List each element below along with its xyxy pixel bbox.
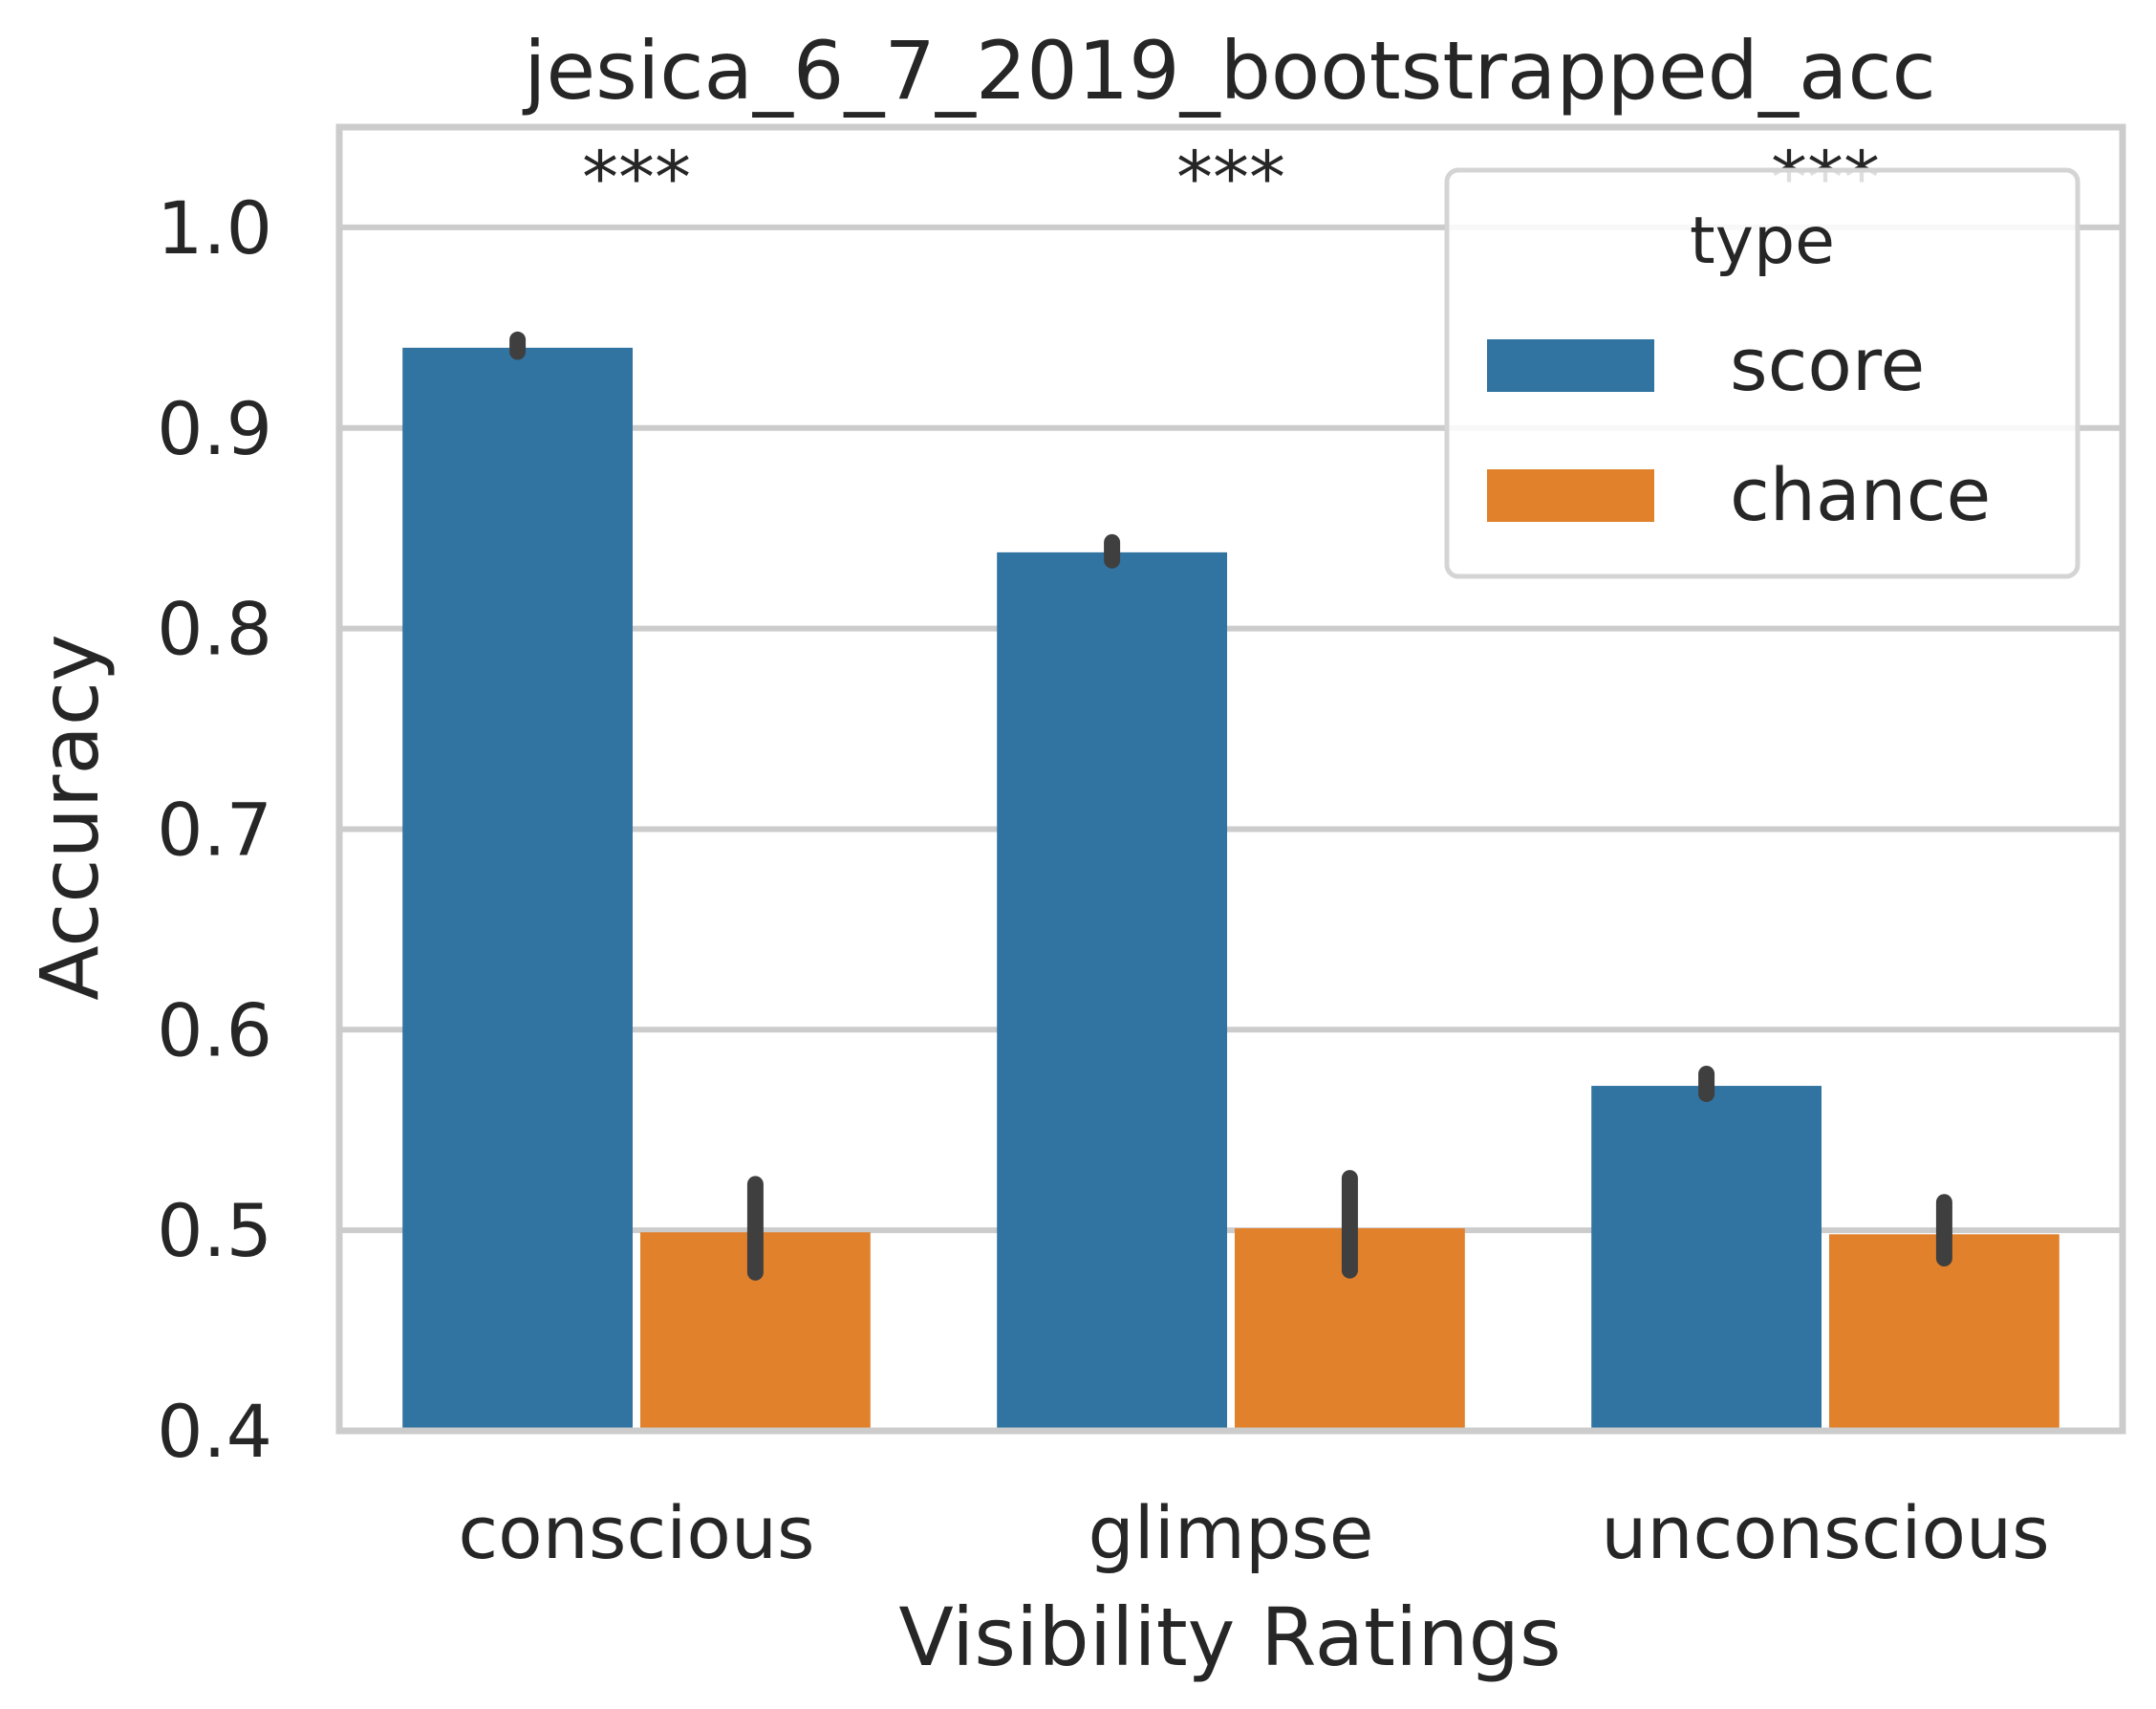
bar-chance-unconscious	[1829, 1234, 2059, 1431]
y-tick-label: 0.6	[157, 987, 272, 1072]
bars	[402, 347, 2059, 1431]
significance-marker: ***	[582, 135, 691, 220]
significance-marker: ***	[1176, 135, 1285, 220]
chart-title: jesica_6_7_2019_bootstrapped_acc	[522, 24, 1936, 118]
x-tick-label-glimpse: glimpse	[1088, 1490, 1373, 1575]
error-bars	[509, 331, 1952, 1281]
y-axis-label: Accuracy	[23, 634, 117, 1001]
grid-lines	[339, 224, 2123, 1434]
legend-label-chance: chance	[1730, 452, 1991, 537]
y-tick-label: 0.9	[157, 386, 272, 471]
legend-label-score: score	[1730, 322, 1925, 407]
y-tick-labels: 0.4 0.5 0.6 0.7 0.8 0.9 1.0	[157, 185, 272, 1474]
legend-title: type	[1690, 204, 1835, 279]
y-tick-label: 0.7	[157, 787, 272, 872]
x-tick-label-conscious: conscious	[458, 1490, 814, 1575]
bar-score-unconscious	[1591, 1086, 1822, 1431]
y-tick-label: 0.8	[157, 587, 272, 672]
legend-swatch-score	[1487, 339, 1654, 392]
legend-swatch-chance	[1487, 469, 1654, 522]
x-tick-label-unconscious: unconscious	[1601, 1490, 2050, 1575]
bar-score-conscious	[402, 347, 633, 1431]
legend: type score chance	[1444, 167, 2081, 579]
x-tick-labels: conscious glimpse unconscious	[458, 1490, 2049, 1575]
y-tick-label: 0.4	[157, 1389, 272, 1474]
plot-frame	[335, 123, 2126, 1435]
x-axis-label: Visibility Ratings	[898, 1590, 1561, 1684]
y-tick-label: 1.0	[157, 185, 272, 270]
y-tick-label: 0.5	[157, 1188, 272, 1273]
bar-score-glimpse	[997, 552, 1227, 1431]
